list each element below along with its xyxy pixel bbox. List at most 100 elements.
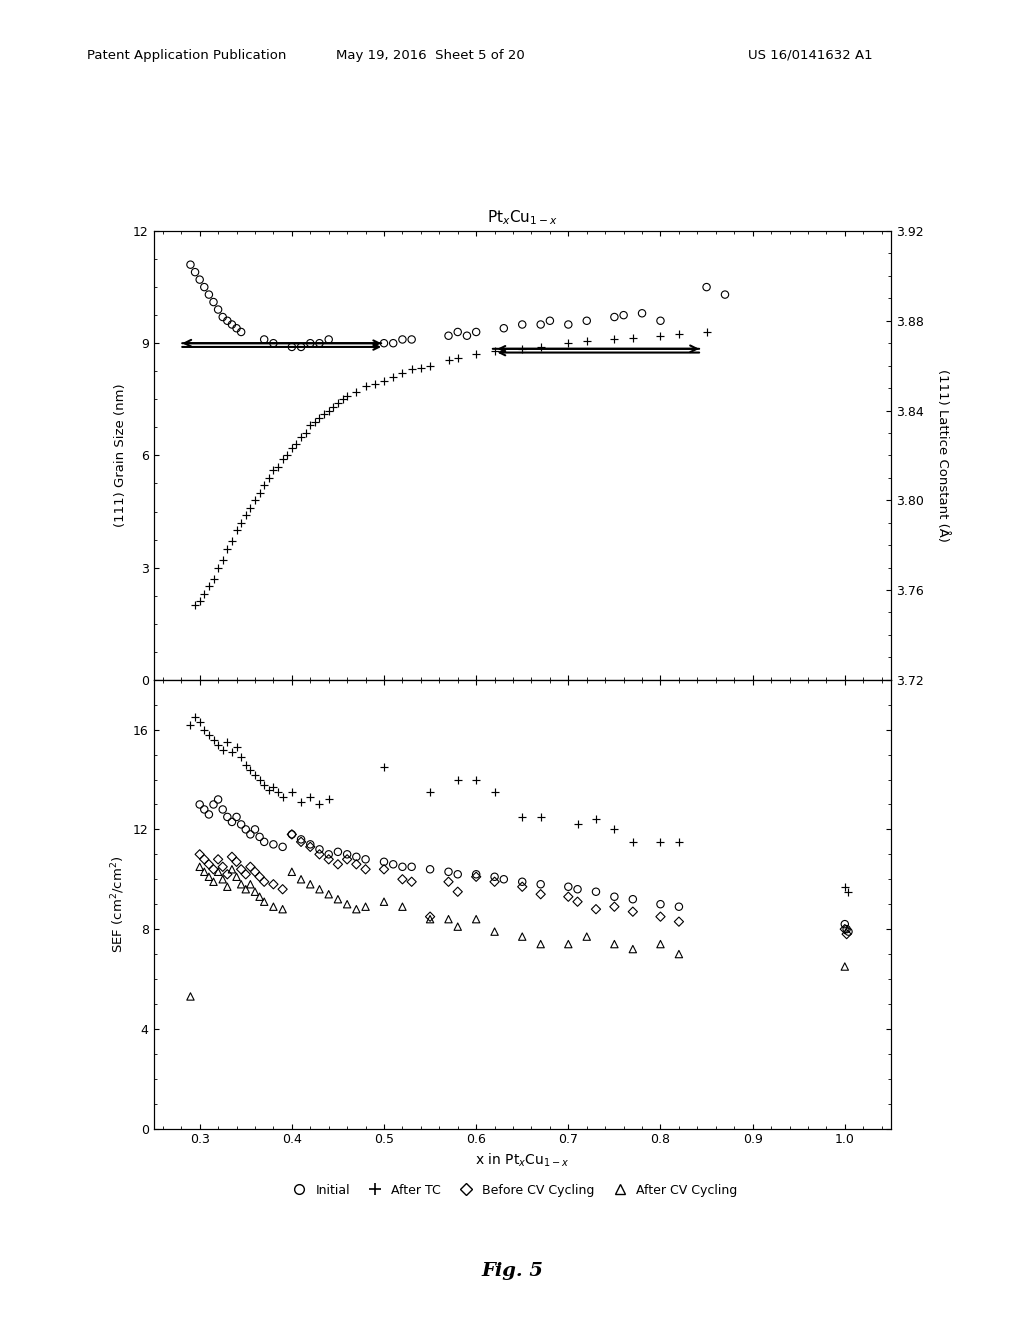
Text: US 16/0141632 A1: US 16/0141632 A1 bbox=[748, 49, 872, 62]
Point bbox=[606, 306, 623, 327]
Point bbox=[450, 882, 466, 903]
Point bbox=[339, 894, 355, 915]
Point bbox=[247, 882, 263, 903]
Point bbox=[579, 927, 595, 948]
Point bbox=[569, 814, 586, 836]
Point bbox=[514, 314, 530, 335]
Point bbox=[247, 764, 263, 785]
Point bbox=[514, 876, 530, 898]
Point bbox=[440, 908, 457, 929]
Point bbox=[284, 861, 300, 882]
Point bbox=[238, 863, 254, 884]
Point bbox=[339, 843, 355, 865]
Point bbox=[839, 919, 855, 940]
Point bbox=[256, 891, 272, 912]
Point bbox=[357, 859, 374, 880]
Point bbox=[422, 859, 438, 880]
Point bbox=[274, 899, 291, 920]
Point bbox=[215, 306, 231, 327]
Point bbox=[569, 891, 586, 912]
Point bbox=[293, 832, 309, 853]
Point bbox=[242, 857, 258, 878]
Point bbox=[625, 327, 641, 348]
Point bbox=[302, 874, 318, 895]
Point bbox=[468, 345, 484, 366]
Point bbox=[293, 792, 309, 813]
Point bbox=[219, 863, 236, 884]
Point bbox=[560, 876, 577, 898]
Point bbox=[265, 896, 282, 917]
Point bbox=[671, 896, 687, 917]
Point bbox=[223, 846, 240, 867]
Point bbox=[459, 325, 475, 346]
Point bbox=[191, 857, 208, 878]
Point bbox=[223, 531, 240, 552]
Point bbox=[652, 832, 669, 853]
Point bbox=[182, 986, 199, 1007]
Point bbox=[260, 779, 276, 800]
Point bbox=[348, 899, 365, 920]
Point bbox=[348, 854, 365, 875]
Point bbox=[330, 854, 346, 875]
Point bbox=[232, 322, 249, 343]
Point bbox=[242, 824, 258, 845]
Point bbox=[394, 896, 411, 917]
Point bbox=[671, 944, 687, 965]
Point bbox=[232, 747, 249, 768]
Point bbox=[265, 459, 282, 480]
Point bbox=[274, 787, 291, 808]
Point bbox=[293, 829, 309, 850]
Text: Patent Application Publication: Patent Application Publication bbox=[87, 49, 287, 62]
Point bbox=[321, 843, 337, 865]
Point bbox=[215, 869, 231, 890]
Point bbox=[440, 350, 457, 371]
Point bbox=[403, 359, 420, 380]
Point bbox=[251, 866, 267, 887]
Point bbox=[588, 809, 604, 830]
Point bbox=[293, 426, 309, 447]
X-axis label: x in Pt$_x$Cu$_{1-x}$: x in Pt$_x$Cu$_{1-x}$ bbox=[475, 1152, 569, 1170]
Point bbox=[606, 933, 623, 954]
Point bbox=[634, 302, 650, 323]
Point bbox=[205, 859, 221, 880]
Point bbox=[201, 284, 217, 305]
Point bbox=[450, 770, 466, 791]
Point bbox=[615, 305, 632, 326]
Point bbox=[302, 333, 318, 354]
Point bbox=[215, 857, 231, 878]
Point bbox=[210, 734, 226, 755]
Point bbox=[205, 568, 221, 589]
Point bbox=[486, 921, 503, 942]
Point bbox=[348, 846, 365, 867]
Point bbox=[242, 874, 258, 895]
Point bbox=[532, 314, 549, 335]
Point bbox=[357, 376, 374, 397]
Point bbox=[394, 329, 411, 350]
Point bbox=[468, 863, 484, 884]
Point bbox=[422, 781, 438, 803]
Point bbox=[265, 874, 282, 895]
Point bbox=[440, 861, 457, 882]
Point bbox=[315, 404, 332, 425]
Point bbox=[606, 896, 623, 917]
Point bbox=[394, 857, 411, 878]
Point bbox=[196, 719, 213, 741]
Point bbox=[191, 793, 208, 814]
Point bbox=[606, 329, 623, 350]
Point bbox=[223, 859, 240, 880]
Point bbox=[450, 322, 466, 343]
Point bbox=[228, 851, 245, 873]
Point bbox=[232, 814, 249, 836]
Point bbox=[496, 318, 512, 339]
Point bbox=[486, 781, 503, 803]
Point bbox=[403, 329, 420, 350]
Point bbox=[274, 449, 291, 470]
Point bbox=[196, 861, 213, 882]
Point bbox=[210, 557, 226, 578]
Title: Pt$_x$Cu$_{1-x}$: Pt$_x$Cu$_{1-x}$ bbox=[486, 209, 558, 227]
Point bbox=[265, 333, 282, 354]
Point bbox=[357, 896, 374, 917]
Point bbox=[348, 381, 365, 403]
Point bbox=[228, 318, 245, 339]
Point bbox=[201, 866, 217, 887]
